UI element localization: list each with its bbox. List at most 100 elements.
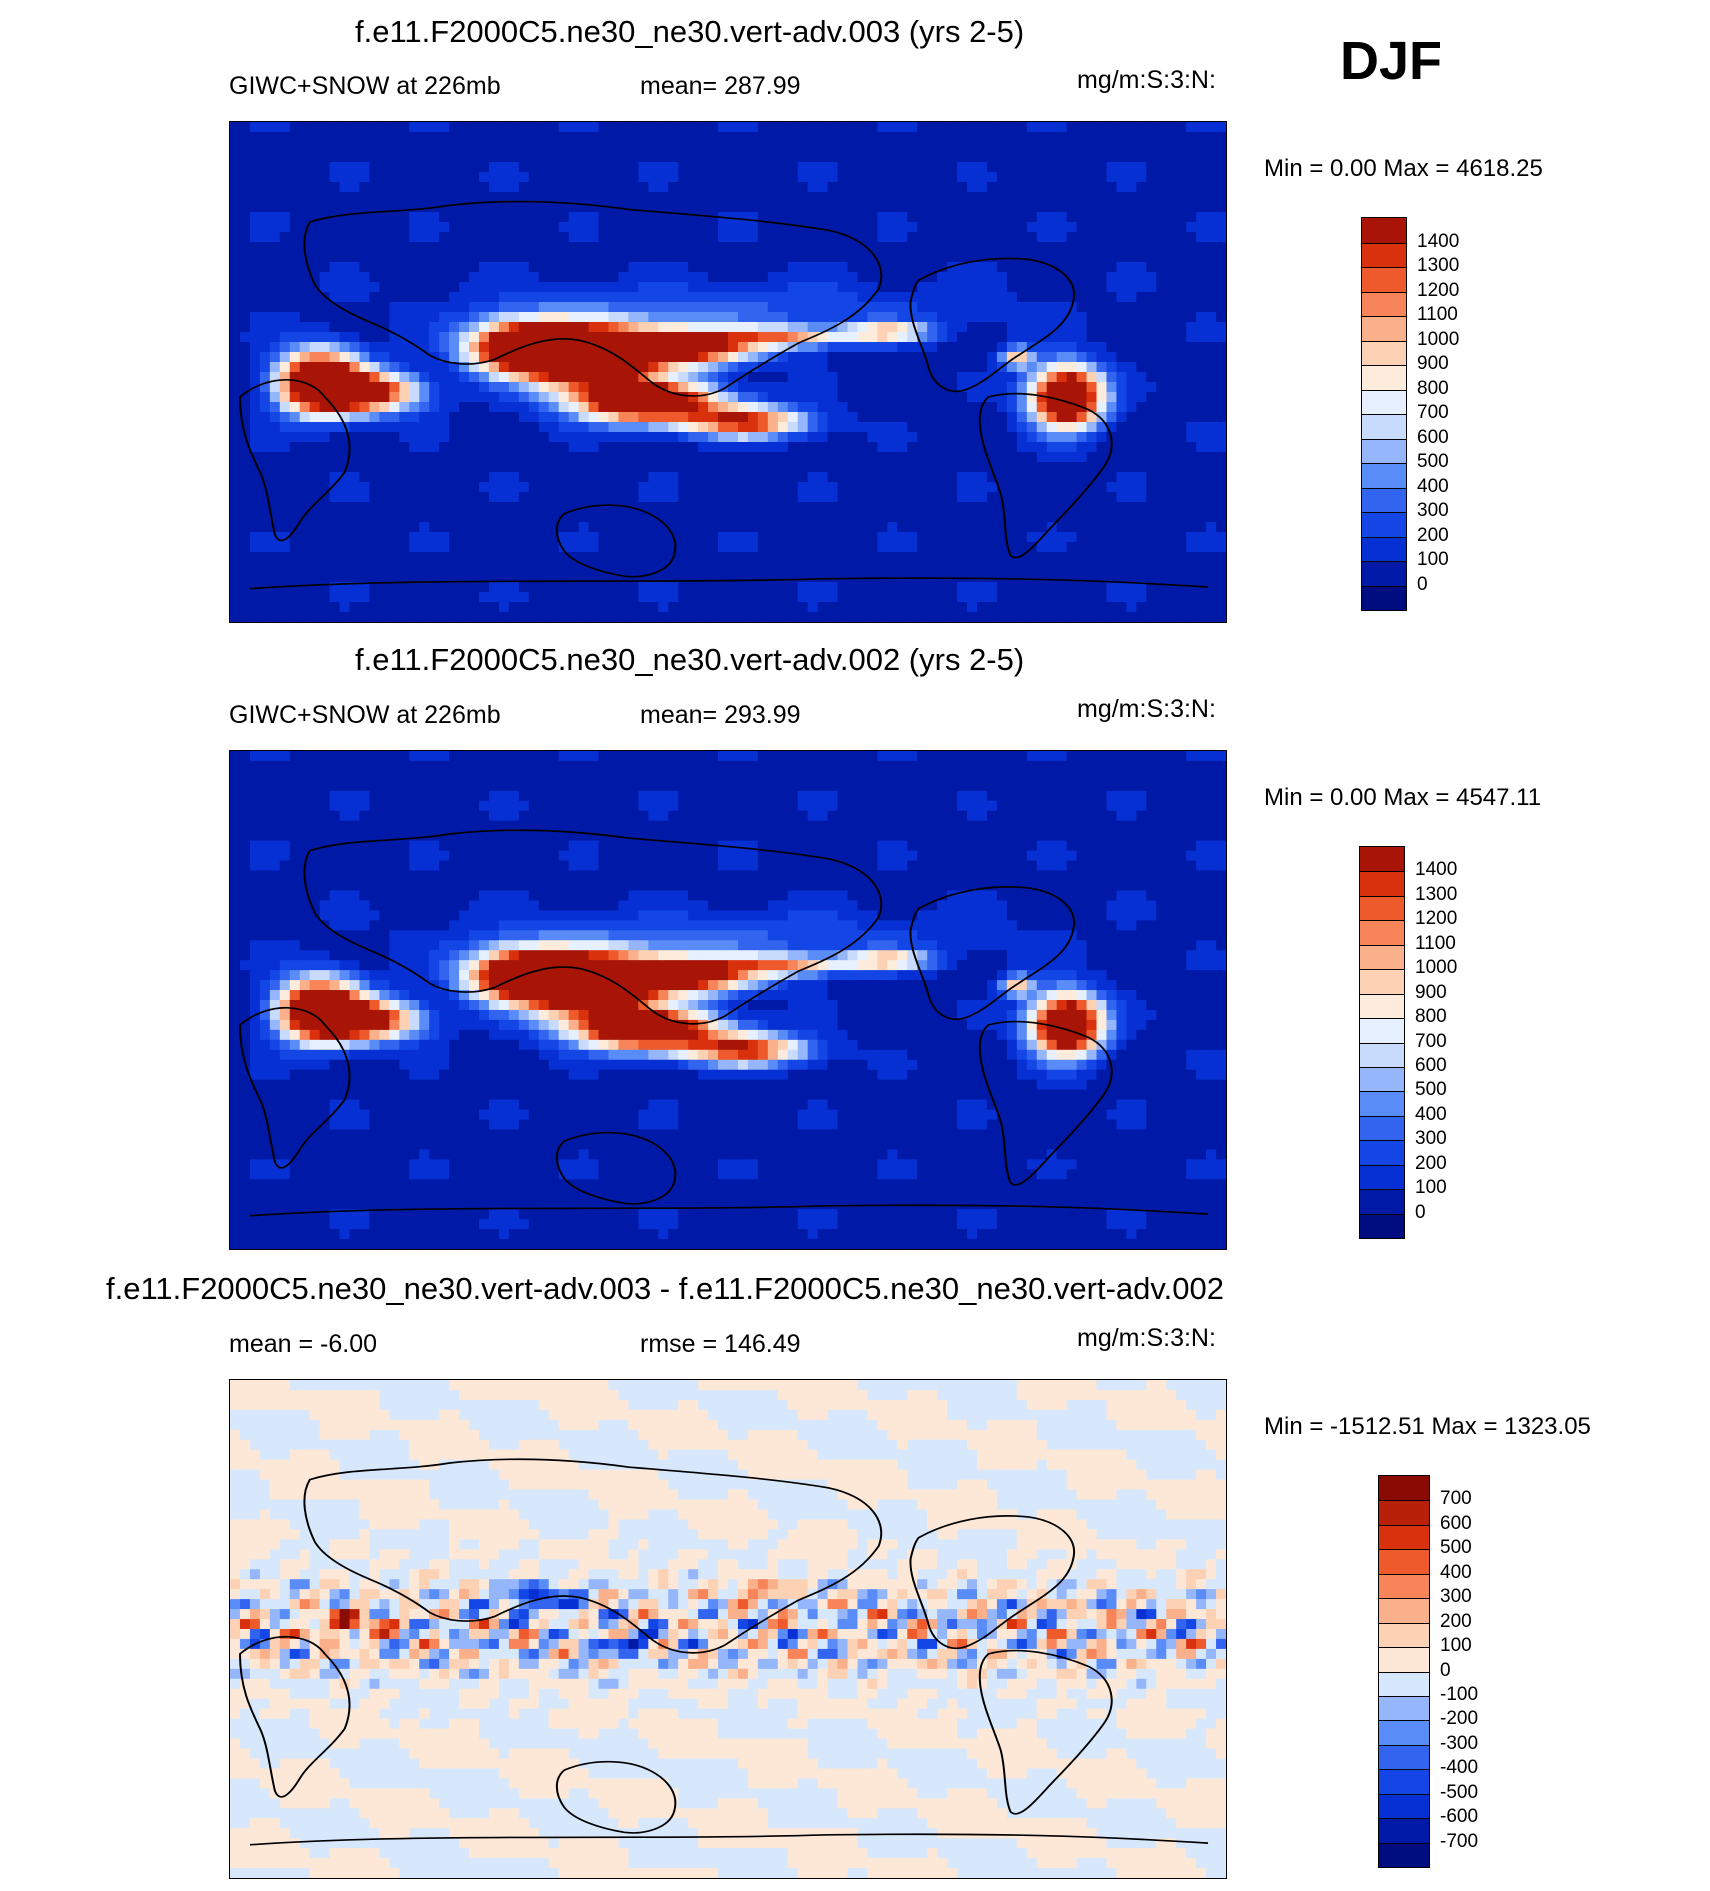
- field-cell: [349, 372, 361, 383]
- field-cell: [708, 522, 719, 533]
- field-cell: [897, 472, 908, 483]
- field-cell: [479, 482, 490, 493]
- field-cell: [767, 132, 779, 143]
- field-cell: [1046, 312, 1058, 323]
- field-cell: [230, 352, 241, 363]
- field-cell: [439, 152, 450, 163]
- field-cell: [518, 362, 530, 373]
- field-cell: [289, 612, 301, 622]
- field-cell: [1166, 402, 1177, 413]
- field-cell: [1096, 212, 1108, 223]
- field-cell: [608, 472, 620, 483]
- field-cell: [359, 252, 371, 263]
- field-cell: [698, 122, 709, 133]
- field-cell: [1106, 172, 1118, 183]
- field-cell: [737, 202, 749, 213]
- field-cell: [1006, 492, 1018, 503]
- field-cell: [538, 322, 550, 333]
- field-cell: [1136, 372, 1147, 383]
- field-cell: [389, 132, 400, 143]
- field-cell: [1216, 562, 1226, 573]
- field-cell: [608, 442, 620, 453]
- field-cell: [996, 342, 1008, 353]
- field-cell: [1176, 582, 1187, 593]
- field-cell: [578, 612, 590, 622]
- field-cell: [648, 562, 659, 573]
- field-cell: [718, 202, 729, 213]
- field-cell: [259, 452, 271, 463]
- field-cell: [967, 592, 978, 603]
- field-cell: [1126, 142, 1137, 153]
- field-cell: [1146, 242, 1157, 253]
- field-cell: [877, 122, 888, 133]
- field-cell: [1016, 292, 1028, 303]
- field-cell: [718, 512, 729, 523]
- field-cell: [1066, 222, 1078, 233]
- field-cell: [947, 442, 958, 453]
- field-cell: [319, 492, 331, 503]
- field-cell: [1186, 142, 1197, 153]
- field-cell: [688, 202, 699, 213]
- field-cell: [947, 312, 958, 323]
- field-cell: [608, 522, 620, 533]
- field-cell: [857, 402, 869, 413]
- field-cell: [528, 372, 540, 383]
- field-cell: [1126, 312, 1137, 323]
- field-cell: [279, 272, 291, 283]
- field-cell: [897, 282, 908, 293]
- field-cell: [289, 132, 301, 143]
- field-cell: [439, 192, 450, 203]
- field-cell: [1126, 262, 1137, 273]
- field-cell: [1116, 162, 1127, 173]
- field-cell: [618, 422, 629, 433]
- field-cell: [847, 202, 859, 213]
- field-cell: [309, 602, 321, 613]
- field-cell: [638, 412, 649, 423]
- field-cell: [319, 142, 331, 153]
- field-cell: [309, 252, 321, 263]
- field-cell: [279, 172, 291, 183]
- field-cell: [857, 312, 869, 323]
- field-cell: [977, 152, 988, 163]
- field-cell: [777, 162, 789, 173]
- field-cell: [449, 372, 460, 383]
- field-cell: [429, 142, 440, 153]
- field-cell: [767, 362, 779, 373]
- field-cell: [369, 302, 380, 313]
- field-cell: [857, 202, 869, 213]
- field-cell: [339, 192, 351, 203]
- field-cell: [429, 612, 440, 622]
- field-cell: [1056, 262, 1068, 273]
- field-cell: [538, 592, 550, 603]
- field-cell: [937, 202, 948, 213]
- field-cell: [279, 362, 291, 373]
- field-cell: [827, 372, 839, 383]
- field-cell: [1176, 512, 1187, 523]
- field-cell: [349, 492, 361, 503]
- field-cell: [230, 282, 241, 293]
- field-cell: [728, 322, 739, 333]
- field-cell: [369, 192, 380, 203]
- field-cell: [518, 212, 530, 223]
- field-cell: [279, 552, 291, 563]
- field-cell: [807, 152, 819, 163]
- field-cell: [259, 372, 271, 383]
- field-cell: [1016, 272, 1028, 283]
- field-cell: [1106, 262, 1118, 273]
- field-cell: [518, 542, 530, 553]
- field-cell: [668, 482, 679, 493]
- field-cell: [359, 202, 371, 213]
- field-cell: [1046, 272, 1058, 283]
- field-cell: [1106, 242, 1118, 253]
- field-cell: [538, 512, 550, 523]
- field-cell: [518, 462, 530, 473]
- field-cell: [1206, 382, 1217, 393]
- field-cell: [1066, 202, 1078, 213]
- field-cell: [757, 492, 769, 503]
- field-cell: [1026, 352, 1038, 363]
- field-cell: [698, 472, 709, 483]
- field-cell: [538, 502, 550, 513]
- field-cell: [757, 202, 769, 213]
- field-cell: [638, 522, 649, 533]
- field-cell: [1056, 422, 1068, 433]
